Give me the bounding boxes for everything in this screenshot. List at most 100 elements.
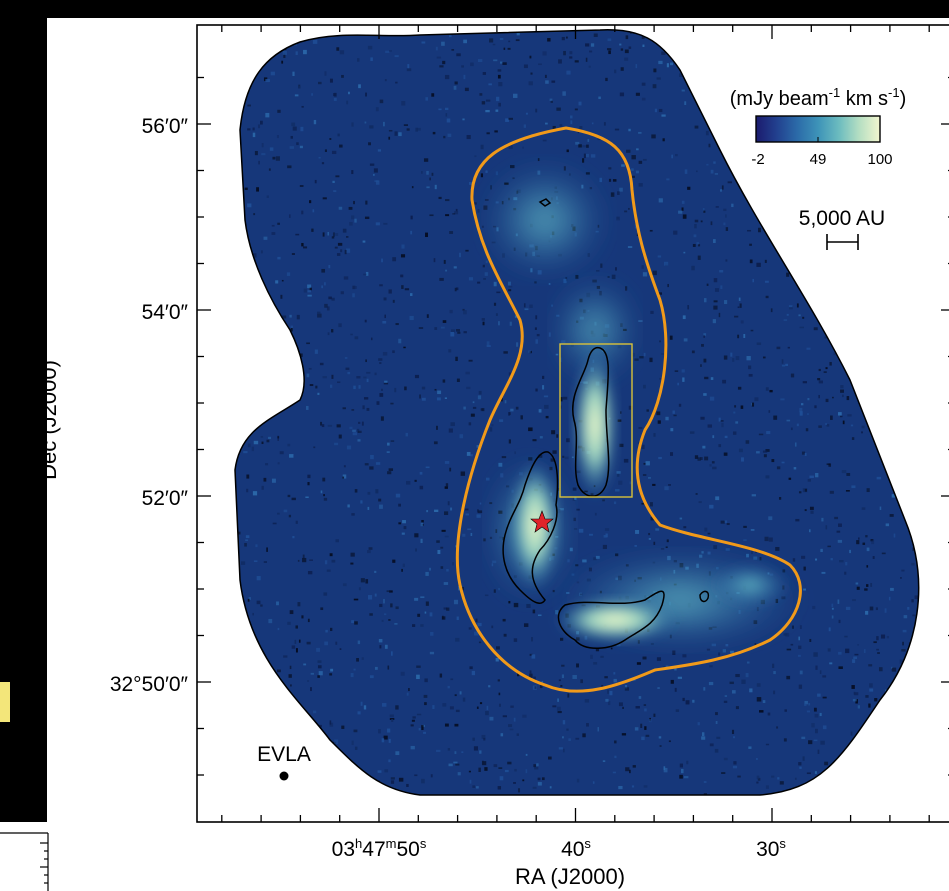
noise-pixel bbox=[595, 555, 600, 559]
noise-pixel bbox=[758, 227, 761, 233]
noise-pixel bbox=[363, 376, 367, 379]
noise-pixel bbox=[533, 764, 536, 768]
noise-pixel bbox=[470, 532, 473, 536]
noise-pixel bbox=[869, 688, 874, 692]
noise-pixel bbox=[704, 456, 709, 461]
noise-pixel bbox=[635, 64, 638, 69]
noise-pixel bbox=[406, 68, 412, 72]
noise-pixel bbox=[806, 710, 811, 713]
noise-pixel bbox=[550, 100, 553, 103]
noise-pixel bbox=[610, 192, 615, 197]
noise-pixel bbox=[441, 529, 446, 532]
noise-pixel bbox=[529, 670, 532, 674]
noise-pixel bbox=[482, 72, 487, 75]
noise-pixel bbox=[261, 441, 264, 445]
noise-pixel bbox=[805, 428, 809, 432]
noise-pixel bbox=[485, 711, 489, 716]
noise-pixel bbox=[566, 149, 569, 153]
noise-pixel bbox=[827, 648, 831, 652]
noise-pixel bbox=[416, 713, 422, 716]
noise-pixel bbox=[790, 427, 793, 431]
noise-pixel bbox=[885, 523, 890, 527]
noise-pixel bbox=[507, 761, 512, 765]
noise-pixel bbox=[776, 466, 781, 470]
noise-pixel bbox=[257, 124, 261, 129]
noise-pixel bbox=[666, 178, 670, 181]
noise-pixel bbox=[694, 455, 699, 459]
noise-pixel bbox=[449, 706, 454, 710]
noise-pixel bbox=[738, 297, 741, 301]
noise-pixel bbox=[272, 156, 276, 160]
noise-pixel bbox=[715, 206, 719, 208]
noise-pixel bbox=[342, 583, 347, 587]
noise-pixel bbox=[290, 327, 293, 332]
noise-pixel bbox=[657, 687, 660, 689]
noise-pixel bbox=[721, 772, 726, 774]
noise-pixel bbox=[360, 500, 363, 504]
noise-pixel bbox=[615, 267, 617, 271]
noise-pixel bbox=[522, 146, 524, 149]
noise-pixel bbox=[333, 93, 336, 97]
noise-pixel bbox=[675, 709, 680, 712]
noise-pixel bbox=[455, 763, 460, 766]
noise-pixel bbox=[595, 647, 600, 652]
noise-pixel bbox=[725, 214, 727, 218]
noise-pixel bbox=[387, 471, 392, 475]
noise-pixel bbox=[523, 64, 528, 69]
noise-pixel bbox=[652, 483, 656, 486]
noise-pixel bbox=[776, 726, 779, 729]
noise-pixel bbox=[821, 517, 824, 522]
noise-pixel bbox=[464, 87, 469, 92]
noise-pixel bbox=[809, 529, 811, 533]
noise-pixel bbox=[314, 179, 317, 184]
noise-pixel bbox=[251, 446, 255, 452]
noise-pixel bbox=[532, 439, 537, 442]
noise-pixel bbox=[276, 135, 279, 139]
noise-pixel bbox=[608, 50, 611, 55]
noise-pixel bbox=[470, 62, 474, 67]
noise-pixel bbox=[421, 519, 424, 523]
noise-pixel bbox=[556, 434, 559, 438]
noise-pixel bbox=[831, 615, 834, 619]
noise-pixel bbox=[301, 210, 304, 215]
noise-pixel bbox=[524, 308, 529, 311]
y-axis-label: Dec (J2000) bbox=[36, 360, 61, 480]
noise-pixel bbox=[642, 656, 647, 660]
noise-pixel bbox=[324, 71, 327, 76]
noise-pixel bbox=[342, 476, 345, 479]
noise-pixel bbox=[449, 231, 454, 234]
noise-pixel bbox=[719, 270, 724, 273]
noise-pixel bbox=[486, 345, 491, 348]
noise-pixel bbox=[352, 285, 356, 290]
noise-pixel bbox=[670, 679, 674, 684]
noise-pixel bbox=[513, 602, 519, 608]
noise-pixel bbox=[610, 647, 613, 650]
x-tick-label-50s: 03h47m50s bbox=[332, 836, 427, 861]
noise-pixel bbox=[657, 255, 662, 258]
noise-pixel bbox=[709, 396, 715, 401]
noise-pixel bbox=[414, 533, 419, 538]
noise-pixel bbox=[421, 171, 423, 174]
noise-pixel bbox=[351, 513, 355, 516]
noise-pixel bbox=[776, 346, 781, 350]
noise-pixel bbox=[606, 48, 612, 51]
noise-pixel bbox=[332, 232, 335, 237]
noise-pixel bbox=[289, 146, 295, 149]
noise-pixel bbox=[773, 690, 776, 695]
noise-pixel bbox=[429, 567, 431, 571]
colorbar-tick-label: -2 bbox=[751, 151, 764, 168]
noise-pixel bbox=[670, 452, 674, 456]
noise-pixel bbox=[329, 720, 332, 725]
noise-pixel bbox=[649, 357, 653, 363]
noise-pixel bbox=[477, 622, 482, 627]
noise-pixel bbox=[398, 503, 401, 507]
noise-pixel bbox=[865, 610, 869, 615]
noise-pixel bbox=[493, 59, 498, 62]
noise-pixel bbox=[765, 449, 770, 452]
x-tick-label-40s: 40s bbox=[561, 836, 591, 861]
noise-pixel bbox=[571, 456, 574, 459]
noise-pixel bbox=[500, 473, 504, 478]
noise-pixel bbox=[784, 709, 787, 712]
noise-pixel bbox=[289, 314, 292, 318]
noise-pixel bbox=[673, 414, 677, 417]
